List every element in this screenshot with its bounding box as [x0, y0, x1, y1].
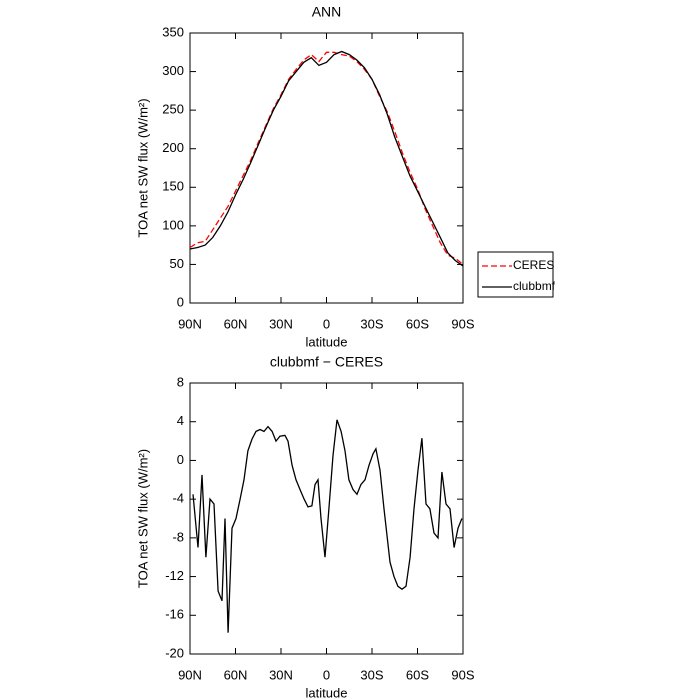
y-tick-label: -8: [172, 529, 184, 544]
y-tick-label: -4: [172, 491, 184, 506]
y-tick-label: 50: [170, 256, 184, 271]
y-axis-label: TOA net SW flux (W/m²): [135, 98, 150, 237]
data-line: [189, 51, 464, 265]
x-tick-label: 0: [323, 316, 330, 331]
y-tick-label: 0: [177, 452, 184, 467]
plot-frame: [189, 382, 464, 655]
legend: CERES clubbmf: [477, 251, 556, 298]
x-tick-label: 60N: [224, 316, 248, 331]
x-tick-label: 90N: [178, 667, 202, 682]
x-axis-label: latitude: [306, 685, 348, 700]
x-tick-label: 30N: [269, 316, 293, 331]
x-tick-label: 90S: [451, 667, 474, 682]
legend-label: clubbmf: [513, 279, 556, 293]
y-tick-label: 300: [162, 63, 184, 78]
x-tick-label: 90N: [178, 316, 202, 331]
y-tick-label: -12: [165, 568, 184, 583]
y-tick-label: 200: [162, 140, 184, 155]
y-axis-label: TOA net SW flux (W/m²): [135, 449, 150, 588]
x-tick-label: 30S: [360, 667, 383, 682]
x-tick-label: 0: [323, 667, 330, 682]
chart-title: clubbmf − CERES: [270, 354, 383, 370]
y-tick-label: -20: [165, 645, 184, 660]
y-tick-label: 100: [162, 217, 184, 232]
x-tick-label: 30S: [360, 316, 383, 331]
x-tick-label: 60S: [406, 316, 429, 331]
x-tick-label: 30N: [269, 667, 293, 682]
legend-box: [477, 251, 554, 298]
x-tick-label: 60N: [224, 667, 248, 682]
y-tick-label: 350: [162, 24, 184, 39]
y-tick-label: 250: [162, 102, 184, 117]
x-axis-label: latitude: [306, 334, 348, 349]
x-tick-label: 90S: [451, 316, 474, 331]
legend-label: CERES: [513, 258, 554, 272]
data-line: [192, 419, 463, 633]
y-tick-label: -16: [165, 607, 184, 622]
x-tick-label: 60S: [406, 667, 429, 682]
y-tick-label: 0: [177, 294, 184, 309]
y-tick-label: 8: [177, 374, 184, 389]
plot-frame: [189, 32, 464, 304]
chart-title: ANN: [312, 4, 342, 20]
data-line: [189, 50, 464, 267]
y-tick-label: 4: [177, 413, 184, 428]
y-tick-label: 150: [162, 179, 184, 194]
